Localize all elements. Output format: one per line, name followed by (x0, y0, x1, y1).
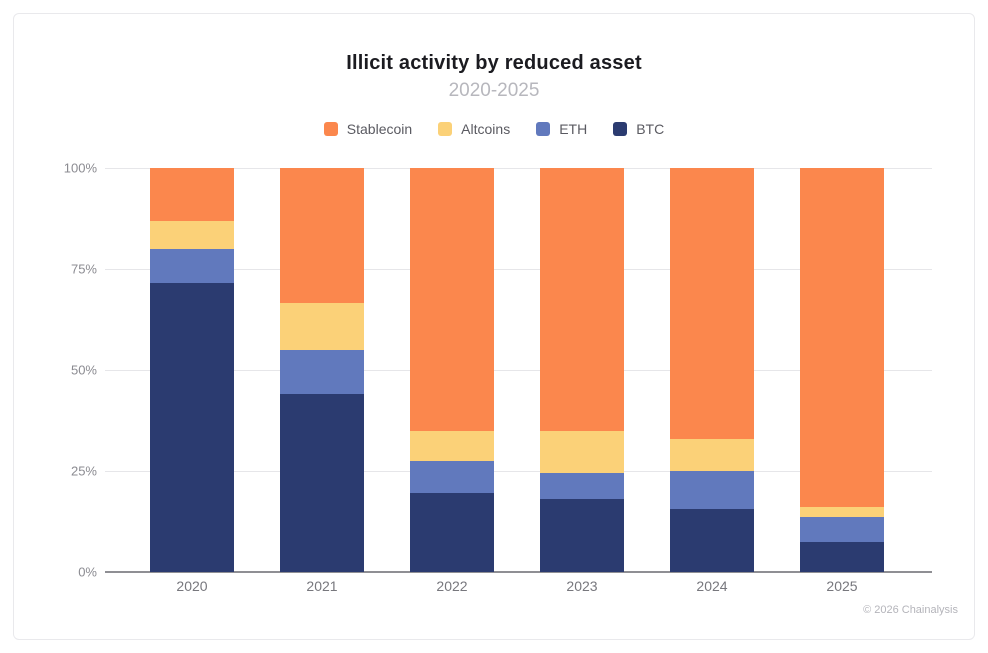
bar-segment-btc-2025 (800, 541, 884, 572)
gridline-25% (105, 471, 932, 472)
x-axis-label-2023: 2023 (566, 578, 598, 594)
bar-2025 (800, 168, 884, 572)
legend-label-altcoins: Altcoins (461, 121, 511, 137)
gridline-75% (105, 269, 932, 270)
y-axis-label-50%: 50% (70, 362, 97, 378)
chart-title: Illicit activity by reduced asset (346, 52, 642, 74)
bar-segment-eth-2020 (150, 248, 234, 284)
bar-segment-stablecoin-2020 (150, 168, 234, 221)
bar-2024 (670, 168, 754, 572)
bar-segment-stablecoin-2022 (410, 168, 494, 431)
bar-segment-altcoins-2023 (540, 430, 624, 474)
legend-item-stablecoin: Stablecoin (323, 121, 413, 137)
bar-segment-altcoins-2024 (670, 438, 754, 472)
gridline-50% (105, 370, 932, 371)
bar-segment-btc-2024 (670, 509, 754, 572)
y-axis-label-0%: 0% (78, 564, 97, 580)
legend-item-altcoins: Altcoins (438, 121, 510, 137)
bar-2023 (540, 168, 624, 572)
bar-segment-stablecoin-2023 (540, 168, 624, 431)
chart-subtitle: 2020-2025 (448, 80, 540, 101)
legend-item-eth: ETH (536, 121, 587, 137)
bar-segment-stablecoin-2025 (800, 168, 884, 508)
x-axis-label-2022: 2022 (436, 578, 468, 594)
x-axis-label-2024: 2024 (696, 578, 728, 594)
x-axis-label-2025: 2025 (826, 578, 858, 594)
bar-segment-eth-2024 (670, 471, 754, 510)
bar-segment-eth-2025 (800, 517, 884, 542)
legend-swatch-btc (613, 122, 628, 136)
bar-2022 (410, 168, 494, 572)
legend-label-stablecoin: Stablecoin (346, 121, 413, 137)
bar-segment-altcoins-2025 (800, 507, 884, 518)
gridline-100% (105, 168, 932, 169)
bar-segment-btc-2022 (410, 493, 494, 572)
y-axis-label-100%: 100% (63, 160, 97, 176)
bar-segment-altcoins-2022 (410, 430, 494, 461)
bar-segment-stablecoin-2024 (670, 168, 754, 439)
x-axis-label-2021: 2021 (306, 578, 338, 594)
legend: Stablecoin Altcoins ETH BTC (0, 121, 988, 137)
bar-segment-eth-2023 (540, 473, 624, 500)
x-axis-label-2020: 2020 (176, 578, 208, 594)
bar-segment-btc-2020 (150, 283, 234, 572)
legend-swatch-stablecoin (323, 122, 338, 136)
legend-label-eth: ETH (559, 121, 588, 137)
bar-segment-eth-2021 (280, 349, 364, 395)
bar-segment-stablecoin-2021 (280, 168, 364, 304)
legend-label-btc: BTC (636, 121, 665, 137)
bar-segment-btc-2023 (540, 499, 624, 572)
bar-segment-altcoins-2021 (280, 303, 364, 350)
legend-swatch-altcoins (438, 122, 453, 136)
plot-area: 0% 25% 50% 75% 100% 2020 2021 2022 2023 2024 2025 (64, 161, 932, 594)
bar-segment-altcoins-2020 (150, 220, 234, 249)
bar-2020 (150, 168, 234, 572)
legend-item-btc: BTC (613, 121, 664, 137)
y-axis-label-75%: 75% (70, 261, 97, 277)
x-axis-line (105, 571, 932, 573)
copyright: © 2026 Chainalysis (863, 604, 958, 616)
bar-segment-eth-2022 (410, 460, 494, 494)
legend-swatch-eth (536, 122, 551, 136)
y-axis-label-25%: 25% (70, 463, 97, 479)
bar-2021 (280, 168, 364, 572)
bar-segment-btc-2021 (280, 394, 364, 572)
